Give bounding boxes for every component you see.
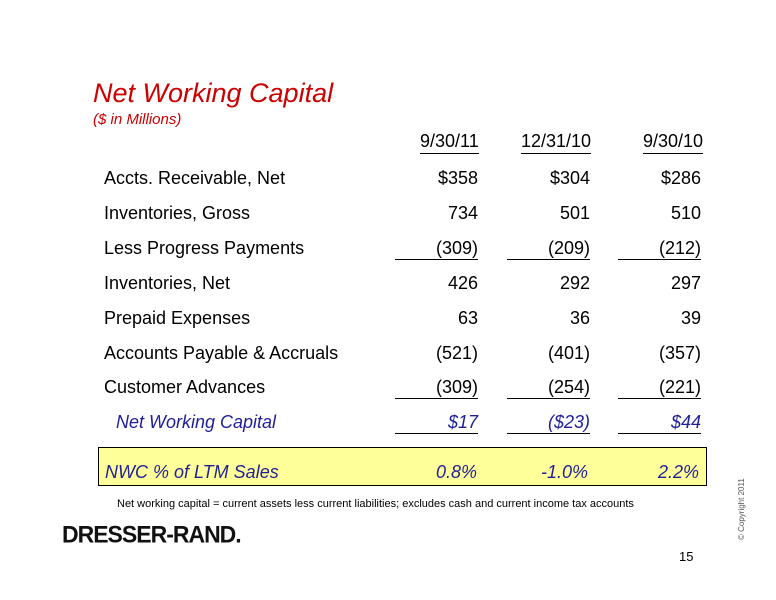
column-header-1: 9/30/11 xyxy=(420,131,479,154)
nwc-percent-value: 2.2% xyxy=(657,462,699,482)
table-row: Prepaid Expenses 63 36 39 xyxy=(0,308,776,334)
row-value: ($23) xyxy=(507,412,590,434)
table-row: Inventories, Net 426 292 297 xyxy=(0,273,776,299)
row-label: Customer Advances xyxy=(104,377,266,397)
column-header-3: 9/30/10 xyxy=(643,131,704,154)
row-value: (254) xyxy=(507,377,590,399)
row-value: (209) xyxy=(507,238,590,260)
slide-subtitle: ($ in Millions) xyxy=(93,111,182,128)
row-label: Accounts Payable & Accruals xyxy=(104,343,339,363)
nwc-percent-highlight: NWC % of LTM Sales 0.8% -1.0% 2.2% xyxy=(98,447,707,486)
copyright-notice: © Copyright 2011 xyxy=(737,478,746,540)
row-value: 36 xyxy=(569,308,590,328)
row-value: 292 xyxy=(559,273,590,293)
table-row: Less Progress Payments (309) (209) (212) xyxy=(0,238,776,264)
dresser-rand-logo: DRESSER-RAND. xyxy=(62,520,242,548)
nwc-percent-label: NWC % of LTM Sales xyxy=(105,462,279,482)
row-value: (309) xyxy=(395,377,478,399)
row-label: Inventories, Gross xyxy=(104,203,251,223)
table-row: Inventories, Gross 734 501 510 xyxy=(0,203,776,229)
table-row: Accounts Payable & Accruals (521) (401) … xyxy=(0,343,776,369)
row-value: 426 xyxy=(447,273,478,293)
row-value: (357) xyxy=(658,343,701,363)
nwc-percent-value: -1.0% xyxy=(540,462,588,482)
row-label: Prepaid Expenses xyxy=(104,308,251,328)
footnote: Net working capital = current assets les… xyxy=(117,498,634,510)
row-value: $286 xyxy=(660,168,701,188)
page-number: 15 xyxy=(679,549,694,564)
row-value: 501 xyxy=(559,203,590,223)
row-label: Net Working Capital xyxy=(116,412,277,432)
net-working-capital-row: Net Working Capital $17 ($23) $44 xyxy=(0,412,776,438)
row-value: (221) xyxy=(618,377,701,399)
row-value: (521) xyxy=(435,343,478,363)
row-value: (212) xyxy=(618,238,701,260)
row-value: $44 xyxy=(618,412,701,434)
row-value: 510 xyxy=(670,203,701,223)
row-value: $17 xyxy=(395,412,478,434)
row-value: (401) xyxy=(547,343,590,363)
row-value: (309) xyxy=(395,238,478,260)
row-value: $358 xyxy=(437,168,478,188)
row-label: Less Progress Payments xyxy=(104,238,305,258)
row-value: 297 xyxy=(670,273,701,293)
row-label: Inventories, Net xyxy=(104,273,231,293)
nwc-percent-value: 0.8% xyxy=(435,462,477,482)
row-value: $304 xyxy=(549,168,590,188)
row-value: 734 xyxy=(447,203,478,223)
table-row: Customer Advances (309) (254) (221) xyxy=(0,377,776,403)
table-row: Accts. Receivable, Net $358 $304 $286 xyxy=(0,168,776,194)
row-label: Accts. Receivable, Net xyxy=(104,168,286,188)
slide-title: Net Working Capital xyxy=(93,78,334,108)
row-value: 63 xyxy=(457,308,478,328)
row-value: 39 xyxy=(680,308,701,328)
column-header-2: 12/31/10 xyxy=(521,131,592,154)
